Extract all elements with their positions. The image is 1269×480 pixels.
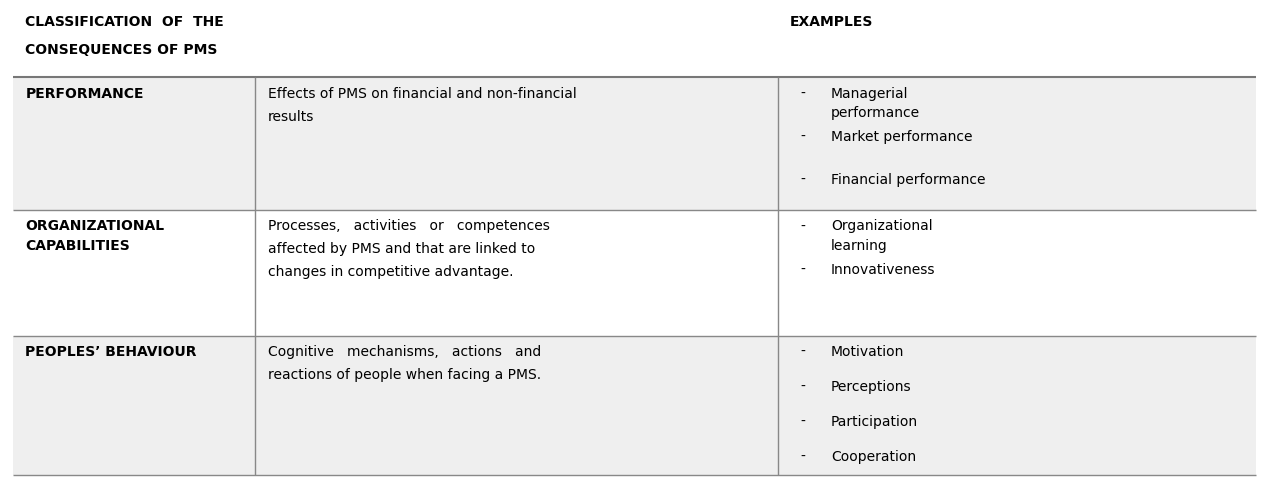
- Text: CLASSIFICATION  OF  THE: CLASSIFICATION OF THE: [25, 15, 225, 29]
- Text: -: -: [801, 173, 806, 187]
- Text: Processes,   activities   or   competences
affected by PMS and that are linked t: Processes, activities or competences aff…: [268, 219, 549, 279]
- Text: Market performance: Market performance: [831, 130, 972, 144]
- Text: -: -: [801, 87, 806, 101]
- Text: -: -: [801, 380, 806, 394]
- Text: Organizational
learning: Organizational learning: [831, 219, 933, 253]
- Text: -: -: [801, 130, 806, 144]
- Text: Financial performance: Financial performance: [831, 173, 985, 187]
- Text: Perceptions: Perceptions: [831, 380, 911, 394]
- Text: CONSEQUENCES OF PMS: CONSEQUENCES OF PMS: [25, 43, 218, 57]
- Text: PERFORMANCE: PERFORMANCE: [25, 87, 143, 101]
- Bar: [13, 210, 1256, 336]
- Text: -: -: [801, 263, 806, 276]
- Text: -: -: [801, 219, 806, 233]
- Text: Managerial
performance: Managerial performance: [831, 87, 920, 120]
- Text: -: -: [801, 450, 806, 464]
- Bar: [13, 336, 1256, 475]
- Text: Motivation: Motivation: [831, 345, 905, 359]
- Text: Cognitive   mechanisms,   actions   and
reactions of people when facing a PMS.: Cognitive mechanisms, actions and reacti…: [268, 345, 541, 382]
- Text: -: -: [801, 415, 806, 429]
- Text: PEOPLES’ BEHAVIOUR: PEOPLES’ BEHAVIOUR: [25, 345, 197, 359]
- Text: Participation: Participation: [831, 415, 917, 429]
- Text: Cooperation: Cooperation: [831, 450, 916, 464]
- Text: EXAMPLES: EXAMPLES: [791, 15, 873, 29]
- Text: -: -: [801, 345, 806, 359]
- Text: Innovativeness: Innovativeness: [831, 263, 935, 276]
- Bar: [13, 77, 1256, 210]
- Bar: [13, 10, 1256, 77]
- Text: Effects of PMS on financial and non-financial
results: Effects of PMS on financial and non-fina…: [268, 87, 576, 123]
- Text: ORGANIZATIONAL
CAPABILITIES: ORGANIZATIONAL CAPABILITIES: [25, 219, 165, 253]
